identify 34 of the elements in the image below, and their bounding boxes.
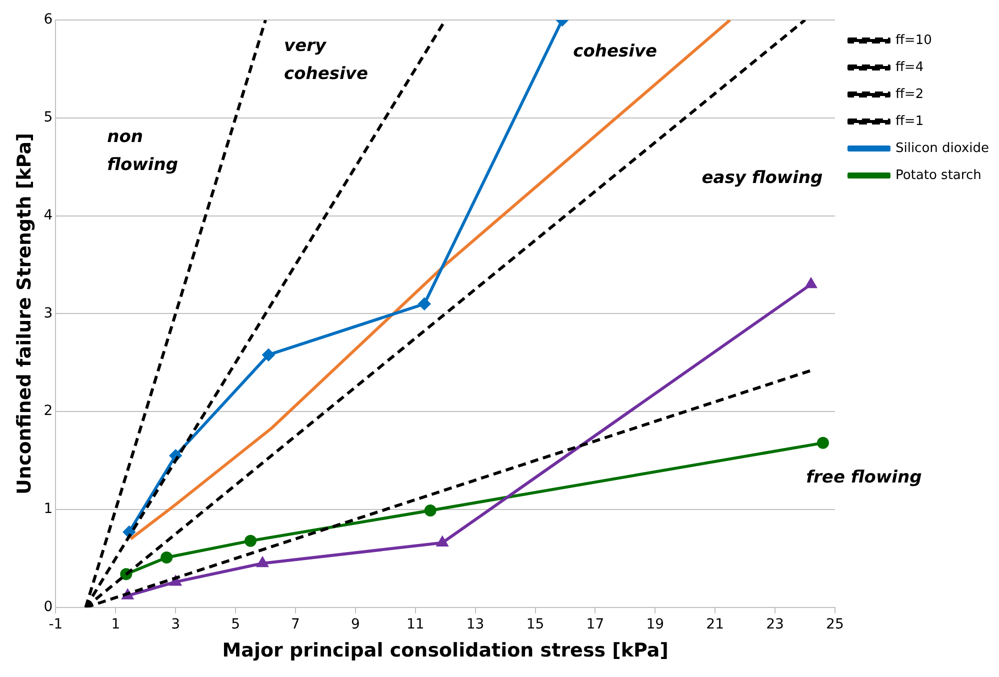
y-tick-label: 3 — [44, 305, 53, 322]
x-tick-label: 13 — [466, 616, 484, 632]
legend-label: Silicon dioxide — [895, 140, 990, 156]
x-tick-label: 23 — [766, 616, 784, 632]
y-tick-label: 5 — [44, 110, 53, 126]
legend-label: ff=2 — [895, 86, 924, 102]
annotation: non flowing — [107, 126, 178, 175]
y-tick-label: 1 — [44, 501, 53, 518]
y-tick-label: 0 — [44, 599, 53, 616]
annotation: free flowing — [806, 468, 922, 488]
x-tick-label: 25 — [826, 616, 844, 632]
annotation: very cohesive — [284, 36, 368, 84]
legend-label: ff=4 — [895, 60, 924, 75]
legend-label: Potato starch — [895, 168, 982, 183]
x-axis-title: Major principal consolidation stress [kPa] — [222, 640, 668, 662]
y-tick-label: 2 — [44, 403, 53, 420]
y-tick-label: 6 — [44, 12, 53, 28]
x-tick-label: 1 — [111, 616, 120, 632]
x-tick-label: 7 — [291, 616, 300, 632]
annotation: cohesive — [573, 42, 658, 62]
x-tick-label: 3 — [171, 616, 180, 632]
y-axis-title: Unconfined failure Strength [kPa] — [13, 132, 36, 495]
x-tick-label: 11 — [406, 616, 424, 632]
y-tick-label: 4 — [44, 207, 53, 224]
annotation: easy flowing — [702, 168, 823, 188]
legend-label: ff=1 — [895, 114, 924, 129]
x-tick-label: -1 — [48, 616, 63, 632]
x-tick-label: 21 — [706, 616, 724, 632]
x-tick-label: 17 — [586, 616, 604, 632]
x-tick-label: 5 — [231, 616, 240, 632]
x-tick-label: 19 — [646, 616, 664, 632]
legend-label: ff=10 — [895, 32, 932, 48]
x-tick-label: 9 — [350, 616, 360, 632]
x-tick-label: 15 — [526, 616, 544, 632]
